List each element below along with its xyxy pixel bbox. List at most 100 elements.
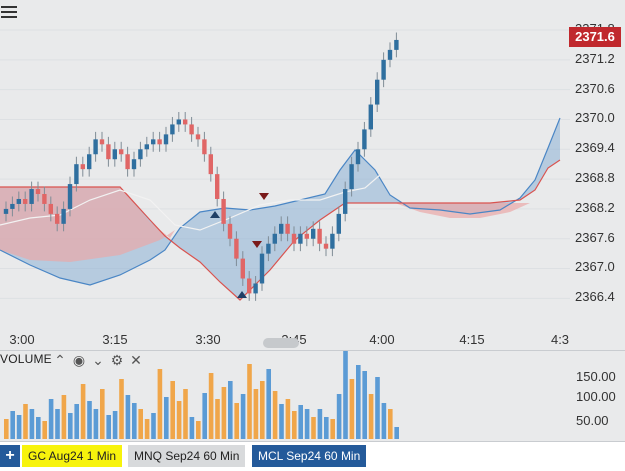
ichimoku-cloud-bear [0,187,175,262]
eye-icon[interactable]: ◉ [72,352,86,368]
volume-bar [183,389,188,439]
senkou-span-b [0,159,561,301]
candle-body [48,203,53,214]
volume-indicator-toolbar: ⌃ ◉ ⌄ ⚙ ✕ [52,352,144,368]
price-tick-label: 2370.6 [575,80,615,96]
settings-icon[interactable]: ⚙ [110,352,124,368]
volume-bar [74,404,79,439]
volume-bar [272,391,278,439]
candle-body [170,124,175,135]
volume-bar [253,389,259,439]
volume-bar [16,415,22,439]
candle-body [221,198,226,224]
volume-tick-label: 150.00 [576,369,616,384]
close-icon[interactable]: ✕ [130,352,142,368]
tab-mnq-sep24[interactable]: MNQ Sep24 60 Min [128,445,246,467]
candle-body [240,258,245,279]
candle-body [279,223,284,234]
volume-bar [29,409,35,439]
candle-body [125,154,130,170]
buy-signal-marker [237,291,247,298]
volume-bar [240,394,246,439]
volume-bar [36,417,41,439]
candle-body [106,144,111,160]
time-tick-label: 4:00 [369,332,395,347]
tab-gc-aug24[interactable]: GC Aug24 1 Min [22,445,123,467]
chevron-down-icon[interactable]: ⌄ [92,352,104,368]
candle-body [291,233,297,244]
candle-body [80,164,85,170]
candle-body [67,184,73,209]
plus-icon[interactable]: + [0,445,20,467]
tab-label: MNQ Sep24 60 Min [134,449,240,463]
candle-body [304,233,309,239]
volume-bar [362,371,367,439]
ichimoku-cloud [0,118,560,300]
time-tick-label: 3:30 [195,332,221,347]
volume-bar [228,381,233,439]
volume-indicator-title: VOLUME [0,352,52,366]
volume-bar [279,404,284,439]
sell-signal-marker [252,241,262,248]
volume-bar [311,417,316,439]
candle-body [298,233,303,244]
volume-bar [394,427,399,439]
candle-body [42,194,47,204]
ichimoku-cloud-bear [395,203,530,218]
volume-bar [157,369,163,439]
candle-body [131,159,137,170]
last-price-badge: 2371.6 [569,27,621,47]
candle-body [163,134,169,145]
candle-body [362,129,367,150]
candle-body [272,233,277,244]
candle-body [74,164,79,185]
candle-body [93,139,98,155]
volume-bar [164,397,169,439]
tab-label: MCL Sep24 60 Min [258,449,361,463]
volume-bar [170,381,175,439]
hamburger-menu-icon[interactable] [1,6,17,20]
price-chart-area[interactable] [0,0,570,350]
time-tick-label: 3:15 [102,332,128,347]
volume-bar [138,409,143,439]
pane-divider[interactable] [0,350,625,351]
candle-body [16,198,21,204]
time-tick-label: 4:15 [459,332,485,347]
candle-body [336,213,341,234]
chart-tab-bar: + GC Aug24 1 Min MNQ Sep24 60 Min MCL Se… [0,441,625,471]
candle-body [112,149,117,160]
price-tick-label: 2367.6 [575,229,615,245]
tab-mcl-sep24[interactable]: MCL Sep24 60 Min [252,445,367,467]
price-tick-label: 2369.4 [575,140,615,156]
candle-body [387,49,393,60]
candle-body [151,139,156,145]
candle-body [87,154,92,170]
price-tick-label: 2370.0 [575,110,615,126]
pane-resize-handle[interactable] [263,338,299,348]
volume-bar [202,393,207,439]
sell-signal-marker [259,193,269,200]
candle-body [253,283,258,294]
price-axis[interactable]: 2371.82371.22370.62370.02369.42368.82368… [570,0,625,350]
volume-axis: 150.00 100.00 50.00 [570,351,625,441]
volume-bar [304,409,310,439]
volume-bar [100,389,105,439]
candle-body [381,59,386,80]
candle-body [311,228,316,239]
volume-bar [349,379,355,439]
volume-bar [68,413,73,439]
collapse-icon[interactable]: ⌃ [54,352,66,368]
volume-bar [324,417,329,439]
candle-body [368,104,373,130]
volume-bar [61,395,67,439]
volume-bar [343,351,348,439]
volume-bar [336,394,342,439]
candle-body [3,208,9,214]
volume-bar [87,401,92,439]
volume-bar [381,403,387,439]
candle-body [259,253,265,284]
volume-bar [176,401,182,439]
tab-label: GC Aug24 1 Min [28,449,117,463]
volume-chart-area[interactable] [0,351,570,441]
volume-bar [266,369,271,439]
